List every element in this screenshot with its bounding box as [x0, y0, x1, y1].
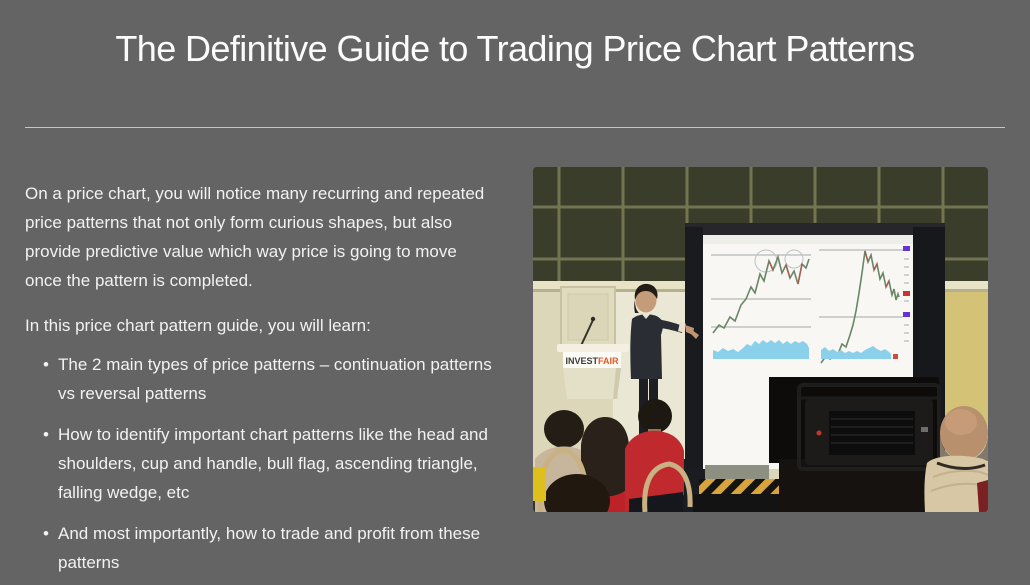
list-item: The 2 main types of price patterns – con… [43, 350, 495, 408]
podium: INVESTFAIR [557, 286, 629, 399]
content-section: On a price chart, you will notice many r… [0, 167, 1030, 585]
podium-sign: INVESTFAIR [565, 356, 619, 366]
pointing-arm [654, 319, 683, 333]
intro-text-column: On a price chart, you will notice many r… [25, 167, 495, 585]
price-marker-purple [903, 246, 910, 251]
right-price-chart [819, 246, 910, 364]
projector-logo [816, 430, 822, 436]
stage-floor [705, 465, 769, 481]
red-chair [977, 480, 988, 512]
page-title: The Definitive Guide to Trading Price Ch… [115, 28, 915, 69]
price-marker-purple [903, 312, 910, 317]
right-volume-bars [821, 346, 891, 359]
presenter-head [635, 287, 657, 313]
list-item: How to identify important chart patterns… [43, 420, 495, 507]
audience-member-right [924, 406, 988, 512]
yellow-shirt-sliver [533, 467, 546, 501]
pointing-hand [691, 330, 699, 339]
axis-ticks [904, 258, 909, 342]
left-volume-bars [713, 340, 809, 359]
learning-points-list: The 2 main types of price patterns – con… [25, 350, 495, 577]
divider [25, 127, 1005, 128]
intro-paragraph: On a price chart, you will notice many r… [25, 184, 485, 290]
price-marker-red [903, 291, 910, 296]
lanyard [936, 461, 986, 470]
list-item: And most importantly, how to trade and p… [43, 519, 495, 577]
seminar-photo: INVESTFAIR [533, 167, 988, 512]
lead-in-paragraph: In this price chart pattern guide, you w… [25, 316, 371, 335]
stage-edge [693, 479, 795, 512]
left-price-chart [711, 249, 811, 359]
audience-left [533, 399, 693, 512]
projector [779, 383, 963, 512]
seminar-photo-scene: INVESTFAIR [533, 167, 988, 512]
